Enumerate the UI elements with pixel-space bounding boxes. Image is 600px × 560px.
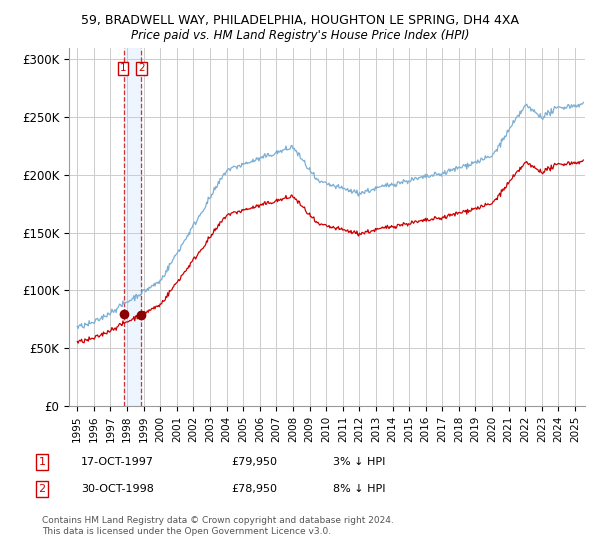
Text: 2: 2 [139, 63, 145, 73]
Text: 2: 2 [38, 484, 46, 494]
Text: 8% ↓ HPI: 8% ↓ HPI [333, 484, 386, 494]
Text: 30-OCT-1998: 30-OCT-1998 [81, 484, 154, 494]
Text: 17-OCT-1997: 17-OCT-1997 [81, 457, 154, 467]
Text: Price paid vs. HM Land Registry's House Price Index (HPI): Price paid vs. HM Land Registry's House … [131, 29, 469, 42]
Text: 1: 1 [38, 457, 46, 467]
Text: £78,950: £78,950 [231, 484, 277, 494]
Text: Contains HM Land Registry data © Crown copyright and database right 2024.
This d: Contains HM Land Registry data © Crown c… [42, 516, 394, 536]
Text: 59, BRADWELL WAY, PHILADELPHIA, HOUGHTON LE SPRING, DH4 4XA: 59, BRADWELL WAY, PHILADELPHIA, HOUGHTON… [81, 14, 519, 27]
Text: 1: 1 [119, 63, 126, 73]
Text: 3% ↓ HPI: 3% ↓ HPI [333, 457, 385, 467]
Text: £79,950: £79,950 [231, 457, 277, 467]
Bar [124, 48, 141, 406]
